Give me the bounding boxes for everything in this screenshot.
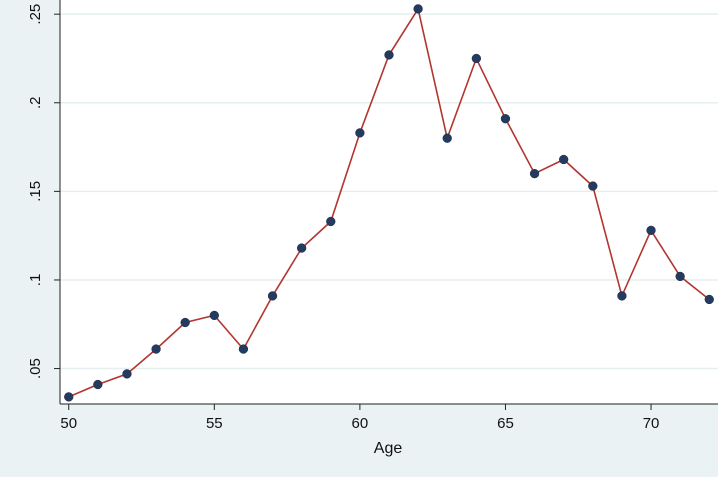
data-point [704,294,714,305]
gridlines [60,13,718,370]
plot-area [60,0,718,404]
series-points [64,4,714,402]
data-point [646,225,656,236]
data-point [297,243,307,253]
data-point [64,392,74,402]
data-point [675,271,685,282]
data-point [93,379,103,390]
data-point [180,317,190,328]
data-point [209,310,219,321]
data-point [238,344,249,354]
x-tick-label: 55 [206,415,223,432]
x-axis-title: Age [374,440,403,457]
axes [59,0,718,405]
data-point [588,181,598,191]
y-tick-label: .25 [27,4,44,25]
y-tick-label: .1 [27,274,44,287]
data-point [500,114,511,124]
data-point [384,50,394,60]
data-point [471,53,481,64]
x-tick-label: 60 [352,415,369,432]
data-point [559,154,569,165]
y-tick-label: .15 [27,181,44,202]
data-point [413,4,423,14]
data-point [267,291,278,301]
axis-ticks: .05 .1 .15 .2 .25 50 55 60 65 70 [27,4,659,432]
y-tick-label: .2 [27,97,44,110]
data-point [355,128,365,138]
data-point [442,133,452,143]
y-tick-label: .05 [27,358,44,379]
x-tick-label: 50 [60,415,77,432]
x-tick-label: 70 [643,415,660,432]
data-point [326,216,336,227]
data-point [122,369,132,379]
data-point [617,291,627,301]
x-tick-label: 65 [497,415,514,432]
data-point [529,168,540,179]
data-point [151,344,161,354]
